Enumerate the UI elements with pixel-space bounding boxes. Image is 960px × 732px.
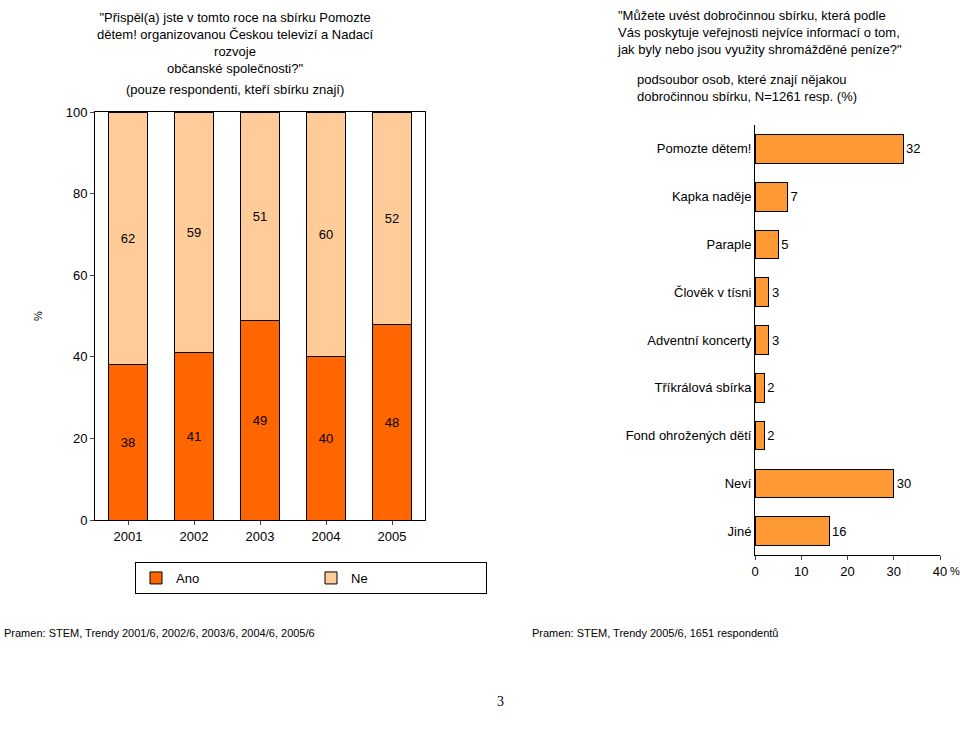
svg-text:"Přispěl(a) jste v tomto roce: "Přispěl(a) jste v tomto roce na sbírku … bbox=[97, 10, 373, 76]
svg-text:49: 49 bbox=[253, 413, 267, 428]
svg-text:7: 7 bbox=[790, 189, 797, 204]
svg-text:%: % bbox=[32, 311, 44, 321]
svg-text:0: 0 bbox=[751, 564, 758, 579]
svg-text:38: 38 bbox=[121, 435, 135, 450]
svg-text:100: 100 bbox=[66, 105, 88, 120]
svg-text:Jiné: Jiné bbox=[728, 524, 752, 539]
svg-text:3: 3 bbox=[772, 333, 779, 348]
svg-text:20: 20 bbox=[73, 431, 87, 446]
svg-text:41: 41 bbox=[187, 429, 201, 444]
svg-text:0: 0 bbox=[80, 513, 87, 528]
svg-text:Ano: Ano bbox=[176, 571, 199, 586]
svg-text:Pramen: STEM, Trendy 2005/6, 1: Pramen: STEM, Trendy 2005/6, 1651 respon… bbox=[532, 627, 778, 639]
svg-text:80: 80 bbox=[73, 186, 87, 201]
svg-text:Neví: Neví bbox=[725, 476, 752, 491]
svg-text:Tříkrálová sbírka: Tříkrálová sbírka bbox=[655, 380, 753, 395]
svg-text:2: 2 bbox=[767, 380, 774, 395]
svg-text:Paraple: Paraple bbox=[707, 237, 752, 252]
svg-text:30: 30 bbox=[897, 476, 911, 491]
svg-text:60: 60 bbox=[319, 227, 333, 242]
svg-text:Kapka naděje: Kapka naděje bbox=[672, 189, 752, 204]
svg-text:10: 10 bbox=[794, 564, 808, 579]
svg-text:Člověk v tísni: Člověk v tísni bbox=[674, 285, 751, 300]
svg-text:2002: 2002 bbox=[180, 529, 209, 544]
svg-text:Fond ohrožených dětí: Fond ohrožených dětí bbox=[626, 428, 752, 443]
svg-text:2: 2 bbox=[767, 428, 774, 443]
svg-text:16: 16 bbox=[832, 524, 846, 539]
svg-text:5: 5 bbox=[781, 237, 788, 252]
svg-text:2005: 2005 bbox=[378, 529, 407, 544]
svg-text:2003: 2003 bbox=[246, 529, 275, 544]
svg-text:%: % bbox=[950, 565, 960, 577]
svg-text:Ne: Ne bbox=[351, 571, 368, 586]
svg-text:"Můžete uvést dobročinnou sbír: "Můžete uvést dobročinnou sbírku, která … bbox=[617, 8, 902, 57]
svg-text:3: 3 bbox=[497, 694, 504, 709]
svg-text:Adventní koncerty: Adventní koncerty bbox=[647, 333, 752, 348]
svg-text:52: 52 bbox=[385, 211, 399, 226]
svg-text:59: 59 bbox=[187, 225, 201, 240]
svg-text:3: 3 bbox=[772, 285, 779, 300]
svg-text:40: 40 bbox=[319, 431, 333, 446]
svg-text:62: 62 bbox=[121, 231, 135, 246]
svg-text:40: 40 bbox=[933, 564, 947, 579]
svg-text:Pomozte dětem!: Pomozte dětem! bbox=[657, 141, 752, 156]
svg-text:30: 30 bbox=[887, 564, 901, 579]
svg-text:32: 32 bbox=[906, 141, 920, 156]
svg-text:60: 60 bbox=[73, 268, 87, 283]
svg-text:20: 20 bbox=[840, 564, 854, 579]
svg-text:2001: 2001 bbox=[114, 529, 143, 544]
svg-text:51: 51 bbox=[253, 209, 267, 224]
svg-text:Pramen: STEM, Trendy 2001/6, 2: Pramen: STEM, Trendy 2001/6, 2002/6, 200… bbox=[4, 627, 315, 639]
svg-text:40: 40 bbox=[73, 349, 87, 364]
svg-text:(pouze respondenti, kteří sbír: (pouze respondenti, kteří sbírku znají) bbox=[126, 82, 344, 97]
svg-text:2004: 2004 bbox=[312, 529, 341, 544]
svg-text:48: 48 bbox=[385, 415, 399, 430]
svg-text:podsoubor osob, které znají ně: podsoubor osob, které znají nějakoudobro… bbox=[637, 72, 857, 104]
